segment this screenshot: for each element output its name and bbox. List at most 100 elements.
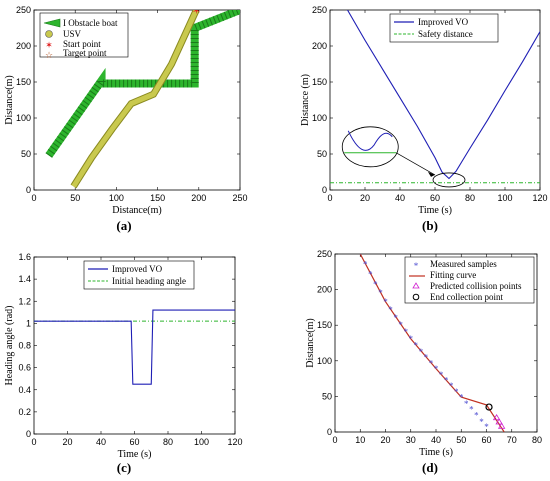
- measured-sample: *: [363, 259, 368, 269]
- measured-sample: *: [484, 422, 489, 432]
- y-tick-label: 0: [327, 427, 332, 437]
- x-tick-label: 250: [232, 193, 247, 203]
- x-tick-label: 40: [96, 437, 106, 447]
- measured-sample: *: [419, 347, 424, 357]
- measured-sample: *: [459, 393, 464, 403]
- legend-usv-label: USV: [63, 29, 82, 39]
- series-1-main: [346, 10, 540, 180]
- legend-measured-label: Measured samples: [430, 259, 497, 269]
- y-tick-label: 0.2: [18, 407, 31, 417]
- panel-a: 0 50 100 150 200 250 0 50 100 150 200 250 Distance(m…: [4, 5, 248, 233]
- x-tick-label: 20: [62, 437, 72, 447]
- panel-b: 0 20 40 60 80 100 120 0 50 100 150 200 250 Time (s) Di…: [300, 5, 548, 233]
- measured-sample: *: [444, 376, 449, 386]
- x-tick-label: 40: [431, 435, 441, 445]
- x-tick-label: 120: [227, 437, 242, 447]
- x-tick-label: 80: [465, 193, 475, 203]
- measured-sample: *: [358, 250, 363, 260]
- x-tick-label: 0: [31, 193, 36, 203]
- x-tick-label: 0: [327, 193, 332, 203]
- x-tick-label: 100: [194, 437, 209, 447]
- predicted-collision-point: [495, 418, 503, 425]
- legend-label-1: Improved VO: [112, 264, 163, 274]
- y-axis-label: Distance(m): [305, 318, 316, 367]
- zoom-arrowhead: [428, 171, 435, 177]
- measured-sample: *: [368, 269, 373, 279]
- measured-sample: *: [429, 358, 434, 368]
- panel-caption: (d): [422, 460, 438, 475]
- plot-area: [34, 309, 235, 385]
- legend-target-marker: ☆: [45, 50, 53, 60]
- x-tick-label: 150: [150, 193, 165, 203]
- measured-sample: *: [403, 327, 408, 337]
- x-tick-label: 100: [109, 193, 124, 203]
- x-tick-label: 80: [163, 437, 173, 447]
- y-axis-label: Distance(m): [4, 75, 15, 124]
- y-tick-label: 250: [312, 5, 327, 15]
- measured-sample: *: [469, 405, 474, 415]
- measured-sample: *: [434, 364, 439, 374]
- y-tick-label: 150: [317, 320, 332, 330]
- measured-sample: *: [373, 279, 378, 289]
- measured-sample: *: [454, 387, 459, 397]
- measured-sample: *: [409, 334, 414, 344]
- series-usv: [71, 10, 199, 188]
- x-tick-label: 80: [532, 435, 542, 445]
- y-tick-label: 200: [312, 41, 327, 51]
- plot-area: ************************* *: [358, 250, 506, 432]
- x-tick-label: 10: [355, 435, 365, 445]
- y-tick-label: 250: [317, 249, 332, 259]
- legend-measured-marker: *: [414, 261, 419, 271]
- legend-box: [404, 256, 535, 304]
- x-tick-label: 20: [380, 435, 390, 445]
- x-tick-label: 70: [507, 435, 517, 445]
- x-tick-label: 50: [456, 435, 466, 445]
- x-tick-label: 30: [406, 435, 416, 445]
- legend-end-label: End collection point: [430, 292, 503, 302]
- zoom-curve: [347, 130, 393, 151]
- x-tick-label: 120: [532, 193, 547, 203]
- measured-sample: *: [424, 353, 429, 363]
- legend-predicted-marker: [412, 282, 420, 289]
- series-2-main: [34, 309, 235, 385]
- x-tick-label: 60: [430, 193, 440, 203]
- panel-caption: (b): [422, 218, 438, 233]
- y-tick-label: 0.6: [18, 363, 31, 373]
- zoom-arrow: [396, 152, 436, 176]
- y-tick-label: 250: [16, 5, 31, 15]
- measured-sample: *: [383, 297, 388, 307]
- y-tick-label: 100: [317, 356, 332, 366]
- y-tick-label: 0: [26, 429, 31, 439]
- legend-box: [83, 260, 195, 290]
- x-tick-label: 60: [481, 435, 491, 445]
- y-tick-label: 50: [317, 149, 327, 159]
- plot-area: [330, 10, 540, 184]
- x-tick-label: 60: [129, 437, 139, 447]
- zoom-target-ellipse: [432, 172, 466, 188]
- x-axis-label: Time (s): [419, 447, 453, 458]
- y-tick-label: 100: [16, 113, 31, 123]
- y-tick-label: 50: [322, 391, 332, 401]
- panel-caption: (c): [117, 460, 131, 475]
- legend-box: [389, 13, 499, 43]
- end-collection-point: [485, 403, 493, 411]
- panel-c: 0 20 40 60 80 100 120 0 0.2 0.4 0.6 0.8 1 1.2 1.4 1.6 Ti…: [4, 252, 243, 475]
- x-tick-label: 20: [360, 193, 370, 203]
- x-tick-label: 0: [332, 435, 337, 445]
- legend-start-marker: ✶: [45, 40, 53, 50]
- x-tick-label: 0: [31, 437, 36, 447]
- start-point-marker: ✶: [192, 5, 201, 17]
- legend-label-2: Safety distance: [418, 29, 473, 39]
- panel-caption: (a): [116, 218, 131, 233]
- y-tick-label: 150: [312, 77, 327, 87]
- measured-sample: *: [479, 417, 484, 427]
- y-tick-label: 150: [16, 77, 31, 87]
- measured-sample: *: [439, 370, 444, 380]
- x-tick-label: 100: [497, 193, 512, 203]
- legend-obstacle-marker: [43, 18, 61, 28]
- legend-usv-marker: [45, 30, 53, 38]
- measured-sample: *: [414, 341, 419, 351]
- y-tick-label: 0.4: [18, 385, 31, 395]
- predicted-collision-point: [492, 413, 501, 421]
